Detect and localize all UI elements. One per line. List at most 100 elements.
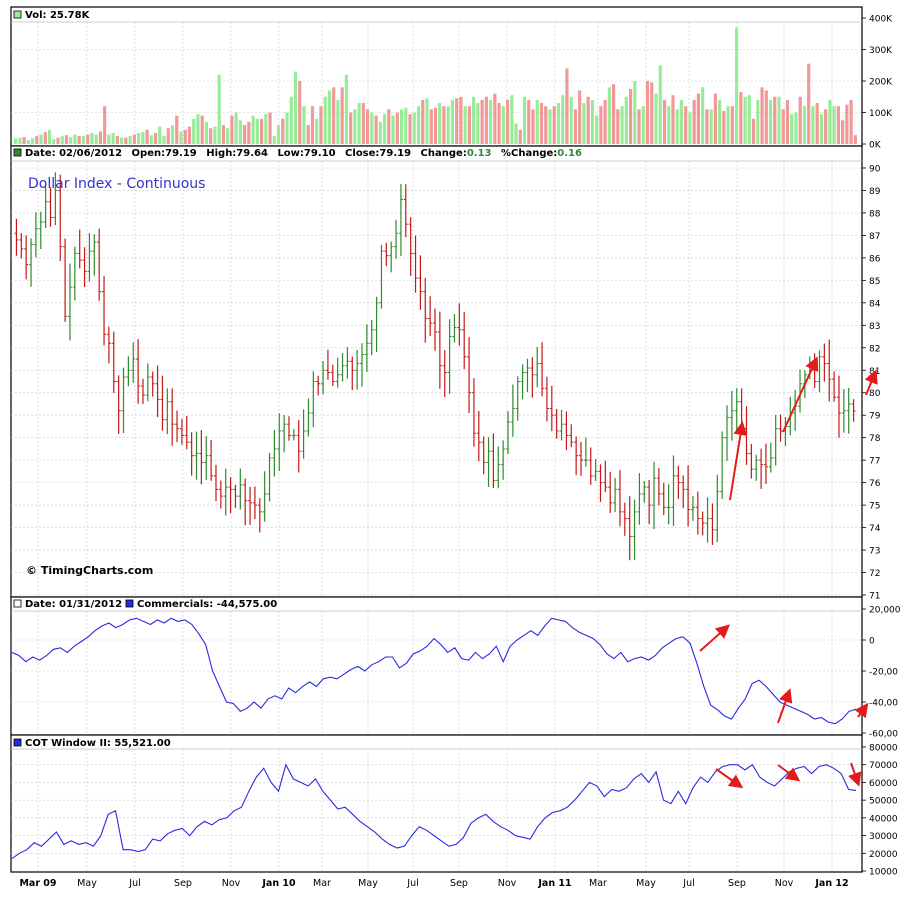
volume-bar [395,112,399,144]
cot-window-line [11,763,857,860]
volume-bar [450,99,455,144]
volume-bar [493,93,497,144]
price-bar [433,308,437,351]
volume-bar [777,96,781,144]
cot-legend-swatch [13,738,22,747]
volume-bar [255,118,259,144]
volume-bars [14,27,857,145]
price-bar [661,482,666,516]
volume-bar [204,121,209,144]
x-tick-label: Sep [174,878,192,889]
price-bars [14,172,856,561]
price-bar [233,484,238,508]
commercials-line [11,617,857,725]
volume-bar [586,96,590,144]
price-pct-label: %Change: [501,148,557,159]
volume-bar [667,106,671,144]
price-bar [836,375,841,438]
volume-bar [47,129,52,144]
price-bar [846,387,851,434]
price-bar [676,465,681,499]
volume-bar [179,131,183,144]
volume-bar [819,114,824,144]
volume-bar [709,109,713,144]
price-bar [316,375,321,396]
price-bar [408,217,413,277]
volume-bar [624,96,628,144]
volume-bar [162,136,166,144]
volume-bar [743,96,747,144]
volume-bar [408,114,412,144]
price-bar [617,470,622,527]
price-bar [165,388,170,435]
volume-bar [442,106,446,144]
y-tick-label: 72 [869,569,880,579]
price-bar [603,460,608,493]
volume-bar [510,95,514,144]
price-bar [29,238,34,287]
price-bar [43,183,48,228]
volume-bar [94,134,98,144]
y-tick-label: 0K [869,141,882,151]
volume-bar [259,118,264,144]
commercials-date: Date: 01/31/2012 [25,599,122,610]
price-bar [257,498,262,533]
volume-bar [739,92,743,144]
price-bar [389,241,394,273]
volume-bar [751,118,756,144]
price-bar [686,465,691,527]
volume-bar [175,115,179,144]
volume-bar [514,123,518,144]
volume-bar [404,107,408,144]
price-bar [252,486,257,520]
price-bar [798,369,803,413]
volume-bar [645,81,650,144]
price-bar [481,436,486,475]
price-bar [496,446,501,489]
volume-bar [217,74,221,144]
price-arrow [729,421,748,501]
commercials-arrow [777,688,793,724]
volume-bar [128,136,132,144]
volume-bar [726,106,730,144]
x-tick-label: May [636,878,656,889]
price-bar [394,219,399,259]
price-bar [530,357,535,398]
volume-bar [730,106,734,144]
price-bar [851,399,856,422]
volume-bar [561,95,565,144]
grid-lines [11,22,862,872]
volume-bar [446,106,450,144]
price-arrow [864,369,878,396]
price-bar [384,242,389,267]
volume-bar [662,99,667,144]
price-bar [286,416,291,441]
price-bar [306,398,311,437]
commercials-legend-swatch-empty [13,599,22,608]
y-tick-label: 84 [869,299,881,309]
price-bar [277,413,282,472]
volume-bar [319,106,323,144]
volume-bar [794,112,798,144]
volume-bar [518,129,522,144]
price-bar [588,447,593,485]
price-bar [457,303,462,346]
volume-bar [802,106,807,144]
volume-bar [120,137,124,144]
price-bar [155,365,160,418]
volume-bar [349,112,353,144]
x-tick-label: May [77,878,97,889]
price-bar [238,468,243,510]
volume-bar [828,99,832,144]
volume-bar [226,128,230,144]
price-bar [515,376,520,421]
x-tick-label: May [358,878,378,889]
price-bar [350,356,355,391]
volume-bar [535,99,539,144]
price-bar [841,389,846,433]
price-bar [642,480,647,503]
y-tick-label: 20000 [869,850,898,860]
price-bar [53,172,58,226]
price-bar [48,187,53,227]
x-tick-label: Jan 10 [261,878,296,889]
